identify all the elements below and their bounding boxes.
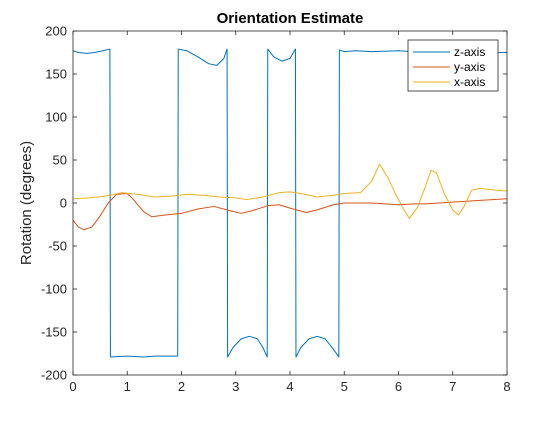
y-tick-label: 50 xyxy=(53,153,67,168)
x-tick-label: 5 xyxy=(341,379,348,394)
y-tick-label: 200 xyxy=(45,24,67,39)
series-group xyxy=(72,48,508,358)
x-tick-label: 2 xyxy=(178,379,185,394)
y-tick-label: 100 xyxy=(45,110,67,125)
x-tick-label: 0 xyxy=(69,379,76,394)
x-ticks: 0 1 2 3 4 5 6 7 8 xyxy=(69,31,511,394)
series-line-z-axis xyxy=(72,48,507,358)
y-tick-label: 150 xyxy=(45,67,67,82)
series-line-x-axis xyxy=(72,163,508,219)
y-tick-label: -100 xyxy=(41,282,67,297)
series-line-y-axis xyxy=(72,193,508,231)
y-tick-label: -50 xyxy=(48,239,67,254)
x-tick-label: 6 xyxy=(395,379,402,394)
y-ticks: 200 150 100 50 0 -50 -100 -150 -200 xyxy=(41,24,507,383)
legend-label: z-axis xyxy=(454,45,485,59)
x-tick-label: 3 xyxy=(232,379,239,394)
x-tick-label: 4 xyxy=(286,379,293,394)
y-tick-label: 0 xyxy=(60,196,67,211)
y-axis-label: Rotation (degrees) xyxy=(18,141,35,265)
x-tick-label: 7 xyxy=(449,379,456,394)
legend-label: y-axis xyxy=(454,60,485,74)
x-tick-label: 1 xyxy=(124,379,131,394)
chart-title: Orientation Estimate xyxy=(217,10,364,27)
y-tick-label: -200 xyxy=(41,368,67,383)
legend-label: x-axis xyxy=(454,75,485,89)
y-tick-label: -150 xyxy=(41,325,67,340)
x-tick-label: 8 xyxy=(503,379,510,394)
